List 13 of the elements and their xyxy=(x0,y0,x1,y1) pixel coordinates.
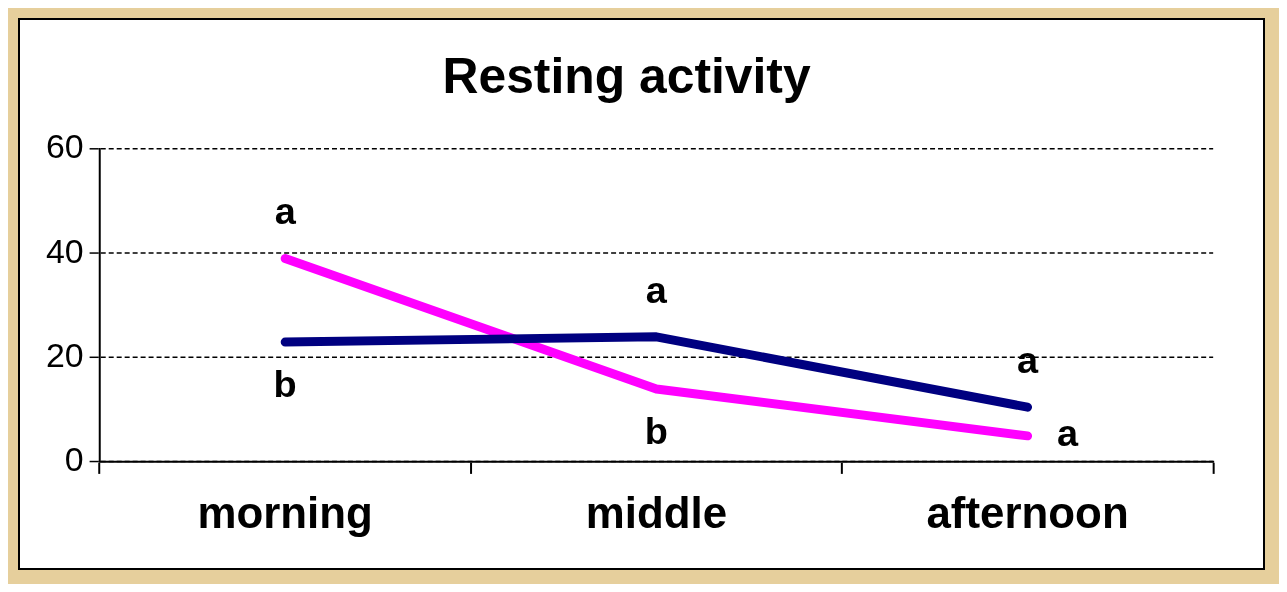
x-tick-label: afternoon xyxy=(926,488,1129,538)
y-tick-label: 20 xyxy=(45,336,84,374)
annotation: b xyxy=(644,410,668,453)
y-tick-label: 60 xyxy=(45,127,84,166)
x-tick-label: morning xyxy=(197,488,373,538)
y-tick-label: 40 xyxy=(45,231,84,270)
annotation: b xyxy=(273,363,297,406)
chart-title: Resting activity xyxy=(442,48,811,105)
annotation: a xyxy=(1056,412,1079,455)
y-tick-label: 0 xyxy=(64,440,84,479)
annotation: a xyxy=(274,190,297,233)
annotation: a xyxy=(645,268,668,311)
x-tick-label: middle xyxy=(585,488,728,538)
